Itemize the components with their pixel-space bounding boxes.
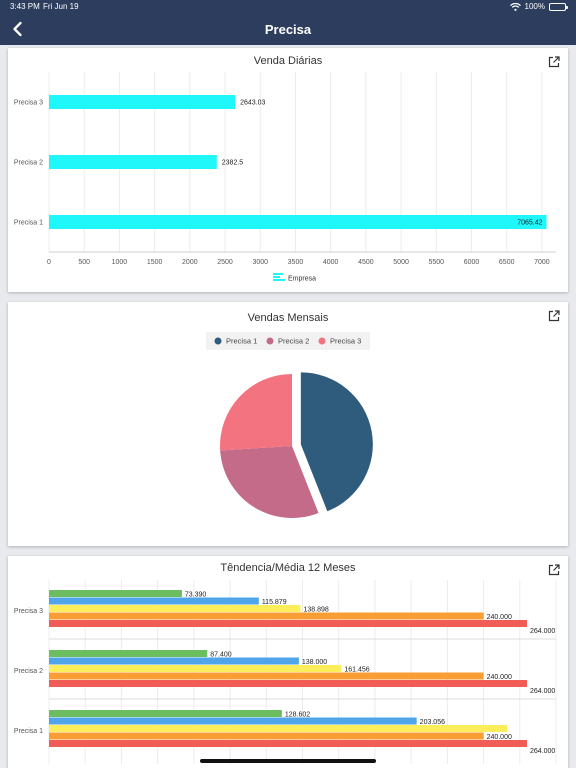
bar xyxy=(49,155,217,169)
bar xyxy=(49,590,182,597)
y-category-label: Precisa 1 xyxy=(14,728,43,735)
trend-title: Têndencia/Média 12 Meses xyxy=(220,562,356,574)
daily-sales-chart: 0 500 1000 1500 2000 2500 3000 3500 4000 4500 5000… xyxy=(14,72,556,283)
bar-value-label: 7065.42 xyxy=(517,220,542,227)
x-tick-label: 5000 xyxy=(393,259,409,266)
monthly-sales-title: Vendas Mensais xyxy=(247,312,329,324)
bar-value-label: 2643.03 xyxy=(240,100,265,107)
bar-value-label: 2382.5 xyxy=(222,160,244,167)
y-category-label: Precisa 3 xyxy=(14,608,43,615)
status-time: 3:43 PM xyxy=(10,2,40,11)
bar xyxy=(49,95,236,109)
daily-sales-card: Venda Diárias 0 500 1000 1500 2000 2500 3000 35… xyxy=(8,48,568,292)
legend-box xyxy=(206,332,370,350)
nav-bar: Precisa xyxy=(0,14,576,45)
wifi-icon xyxy=(509,2,521,11)
status-right: 100% xyxy=(509,2,568,11)
x-tick-label: 4000 xyxy=(323,259,339,266)
bar-value-label: 264.000 xyxy=(530,688,555,695)
open-external-icon[interactable] xyxy=(548,310,560,322)
x-tick-label: 2500 xyxy=(217,259,233,266)
monthly-sales-chart: Precisa 1 Precisa 2 Precisa 3 xyxy=(206,332,373,518)
legend-swatch xyxy=(273,279,285,281)
x-tick-label: 6000 xyxy=(464,259,480,266)
bar-value-label: 138.000 xyxy=(302,659,327,666)
bar-value-label: 264.000 xyxy=(530,628,555,635)
bar xyxy=(49,740,528,747)
bar-value-label: 240.000 xyxy=(487,734,512,741)
legend-item: Precisa 1 xyxy=(214,337,257,346)
legend-item: Precisa 2 xyxy=(266,337,309,346)
legend-label: Precisa 2 xyxy=(278,337,309,346)
bar xyxy=(49,725,508,732)
open-external-icon[interactable] xyxy=(548,564,560,576)
status-bar: 3:43 PM Fri Jun 19 100% xyxy=(0,0,576,14)
bar xyxy=(49,612,484,620)
x-tick-label: 3000 xyxy=(252,259,268,266)
bar-value-label: 203.056 xyxy=(420,719,445,726)
legend-swatch xyxy=(273,276,280,278)
x-tick-label: 1500 xyxy=(147,259,163,266)
y-category-label: Precisa 2 xyxy=(14,160,43,167)
bar-value-label: 264.000 xyxy=(530,748,555,755)
y-category-label: Precisa 2 xyxy=(14,668,43,675)
battery-icon xyxy=(549,2,568,11)
legend-swatch xyxy=(214,337,222,345)
bar xyxy=(49,680,528,687)
bar xyxy=(49,665,342,672)
pie-slice xyxy=(220,446,319,518)
x-tick-label: 500 xyxy=(78,259,90,266)
bar xyxy=(49,672,484,680)
bar xyxy=(49,620,528,627)
trend-chart: 2000040000600008000010000012000014000016… xyxy=(14,580,557,764)
x-tick-label: 7000 xyxy=(534,259,550,266)
page-title: Precisa xyxy=(264,22,312,37)
bar-value-label: 128.602 xyxy=(285,712,310,719)
legend-swatch xyxy=(318,337,326,345)
bar xyxy=(49,710,282,717)
bar xyxy=(49,717,417,725)
legend-swatch xyxy=(273,273,283,275)
legend-label: Precisa 3 xyxy=(330,337,361,346)
bar xyxy=(49,597,259,605)
x-tick-label: 1000 xyxy=(112,259,128,266)
daily-sales-title: Venda Diárias xyxy=(253,55,323,67)
bar-value-label: 240.000 xyxy=(487,674,512,681)
x-tick-label: 0 xyxy=(47,259,51,266)
bar-value-label: 138.898 xyxy=(304,607,329,614)
x-tick-label: 6500 xyxy=(499,259,515,266)
battery-percent: 100% xyxy=(524,2,545,11)
legend-swatch xyxy=(266,337,274,345)
pie-slice xyxy=(300,372,373,512)
bar-value-label: 240.000 xyxy=(487,614,512,621)
back-chevron-icon[interactable] xyxy=(8,19,28,39)
bar-value-label: 73.390 xyxy=(185,592,207,599)
bar-value-label: 87.400 xyxy=(210,652,232,659)
x-tick-label: 3500 xyxy=(288,259,304,266)
x-tick-label: 4500 xyxy=(358,259,374,266)
status-date: Fri Jun 19 xyxy=(43,2,79,11)
monthly-sales-card: Vendas Mensais Precisa 1 Precisa 2 Precisa… xyxy=(8,302,568,546)
y-category-label: Precisa 1 xyxy=(14,220,43,227)
legend-label: Precisa 1 xyxy=(226,337,257,346)
y-category-label: Precisa 3 xyxy=(14,100,43,107)
legend-item: Precisa 3 xyxy=(318,337,361,346)
bar xyxy=(49,650,208,657)
bar-value-label: 115.879 xyxy=(262,599,287,606)
x-tick-label: 2000 xyxy=(182,259,198,266)
bar xyxy=(49,605,301,612)
bar-value-label: 161.456 xyxy=(344,667,369,674)
pie-slice xyxy=(220,374,292,451)
bar xyxy=(49,657,299,665)
bar xyxy=(49,215,547,229)
home-indicator xyxy=(200,759,376,763)
bar xyxy=(49,732,484,740)
trend-card: Têndencia/Média 12 Meses 200004000060000… xyxy=(8,556,568,768)
x-tick-label: 5500 xyxy=(429,259,445,266)
legend-label: Empresa xyxy=(288,276,316,283)
open-external-icon[interactable] xyxy=(548,56,560,68)
